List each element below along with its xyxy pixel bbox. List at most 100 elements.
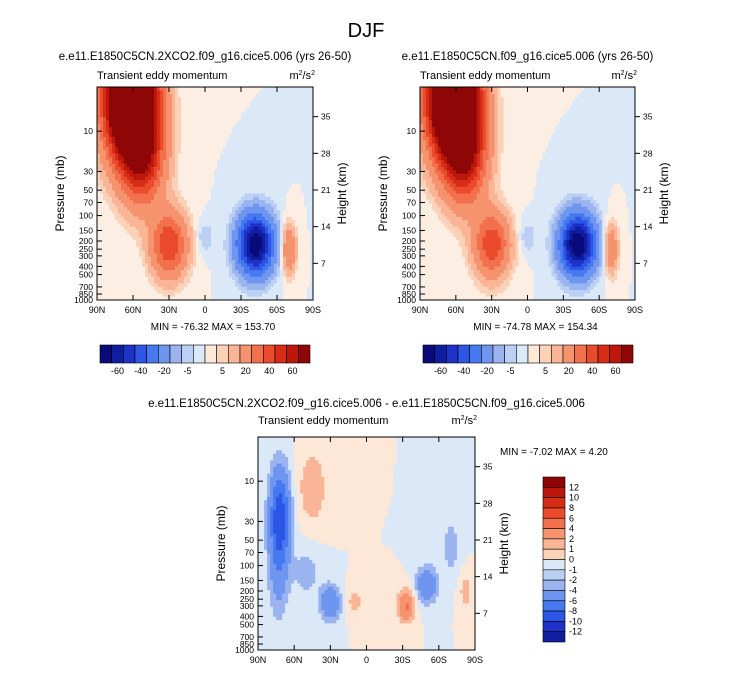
field-cell xyxy=(259,230,262,234)
field-cell xyxy=(193,197,196,201)
field-cell xyxy=(280,170,283,174)
field-cell xyxy=(274,167,277,171)
field-cell xyxy=(115,127,118,131)
field-cell xyxy=(220,134,223,138)
field-cell xyxy=(513,87,516,91)
field-cell xyxy=(235,263,238,267)
field-cell xyxy=(163,190,166,194)
field-cell xyxy=(295,180,298,184)
field-cell xyxy=(160,213,163,217)
field-cell xyxy=(142,140,145,144)
field-cell xyxy=(292,257,295,261)
field-cell xyxy=(438,94,441,98)
field-cell xyxy=(617,87,620,91)
field-cell xyxy=(193,87,196,91)
field-cell xyxy=(124,243,127,247)
colorbar-swatch xyxy=(158,345,170,363)
field-cell xyxy=(220,273,223,277)
field-cell xyxy=(187,110,190,114)
field-cell xyxy=(307,137,310,141)
field-cell xyxy=(178,110,181,114)
field-cell xyxy=(629,97,632,101)
field-cell xyxy=(307,177,310,181)
field-cell xyxy=(154,267,157,271)
field-cell xyxy=(187,87,190,91)
field-cell xyxy=(151,263,154,267)
field-cell xyxy=(256,140,259,144)
field-cell xyxy=(265,247,268,251)
field-cell xyxy=(184,250,187,254)
field-cell xyxy=(301,140,304,144)
field-cell xyxy=(142,243,145,247)
field-cell xyxy=(205,120,208,124)
field-cell xyxy=(106,273,109,277)
field-cell xyxy=(220,210,223,214)
field-cell xyxy=(292,253,295,257)
field-cell xyxy=(250,200,253,204)
field-cell xyxy=(205,107,208,111)
field-cell xyxy=(163,203,166,207)
field-cell xyxy=(211,227,214,231)
field-cell xyxy=(226,117,229,121)
field-cell xyxy=(253,263,256,267)
field-cell xyxy=(121,94,124,98)
field-cell xyxy=(223,293,226,297)
field-cell xyxy=(100,110,103,114)
field-cell xyxy=(148,180,151,184)
field-cell xyxy=(163,160,166,164)
field-cell xyxy=(193,170,196,174)
field-cell xyxy=(226,177,229,181)
field-cell xyxy=(259,137,262,141)
field-cell xyxy=(298,120,301,124)
field-cell xyxy=(235,237,238,241)
field-cell xyxy=(277,250,280,254)
field-cell xyxy=(160,90,163,94)
field-cell xyxy=(295,220,298,224)
field-cell xyxy=(247,263,250,267)
field-cell xyxy=(136,227,139,231)
field-cell xyxy=(133,243,136,247)
field-cell xyxy=(172,170,175,174)
field-cell xyxy=(97,94,100,98)
field-cell xyxy=(295,293,298,297)
field-cell xyxy=(109,257,112,261)
field-cell xyxy=(160,223,163,227)
field-cell xyxy=(142,263,145,267)
field-cell xyxy=(292,90,295,94)
field-cell xyxy=(277,273,280,277)
field-cell xyxy=(208,197,211,201)
field-cell xyxy=(238,127,241,131)
field-cell xyxy=(184,87,187,91)
field-cell xyxy=(178,170,181,174)
field-cell xyxy=(205,164,208,168)
min-max-label: MIN = -76.32 MAX = 153.70 xyxy=(151,322,276,333)
field-cell xyxy=(480,90,483,94)
field-cell xyxy=(97,273,100,277)
field-cell xyxy=(175,233,178,237)
field-cell xyxy=(190,157,193,161)
field-cell xyxy=(211,144,214,148)
field-cell xyxy=(154,137,157,141)
field-cell xyxy=(184,233,187,237)
field-cell xyxy=(124,220,127,224)
field-cell xyxy=(235,187,238,191)
field-cell xyxy=(265,207,268,211)
field-cell xyxy=(250,164,253,168)
field-cell xyxy=(211,290,214,294)
field-cell xyxy=(160,154,163,158)
field-cell xyxy=(226,110,229,114)
field-cell xyxy=(238,213,241,217)
field-cell xyxy=(136,250,139,254)
field-cell xyxy=(292,197,295,201)
field-cell xyxy=(169,277,172,281)
field-cell xyxy=(268,100,271,104)
field-cell xyxy=(169,217,172,221)
field-cell xyxy=(235,270,238,274)
field-cell xyxy=(238,154,241,158)
field-cell xyxy=(250,110,253,114)
field-cell xyxy=(190,174,193,178)
field-cell xyxy=(145,247,148,251)
field-cell xyxy=(504,90,507,94)
field-cell xyxy=(202,150,205,154)
field-cell xyxy=(259,213,262,217)
